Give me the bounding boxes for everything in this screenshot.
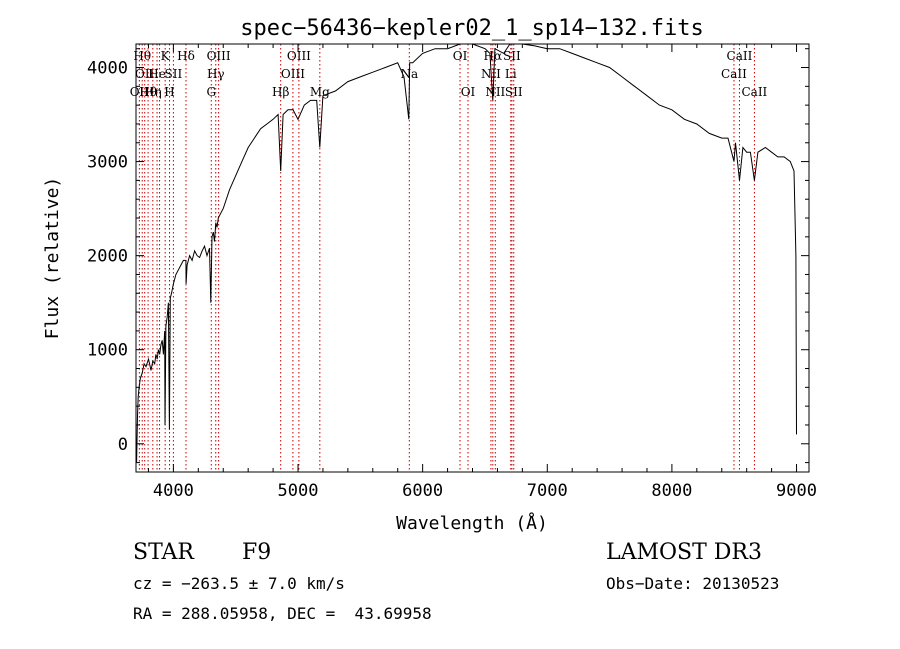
y-tick-label: 1000 bbox=[87, 341, 128, 361]
y-tick-label: 4000 bbox=[87, 59, 128, 79]
y-axis-label: Flux (relative) bbox=[42, 177, 63, 340]
marker-label: OI bbox=[461, 85, 476, 99]
marker-label: Hβ bbox=[272, 85, 289, 99]
marker-label: SII bbox=[505, 85, 523, 99]
survey-name: LAMOST DR3 bbox=[606, 540, 762, 565]
marker-label: Hθ bbox=[133, 49, 151, 63]
x-tick-label: 6000 bbox=[402, 481, 443, 501]
marker-label: OII bbox=[135, 67, 155, 81]
y-tick-label: 3000 bbox=[87, 153, 128, 173]
y-tick-label: 2000 bbox=[87, 247, 128, 267]
y-tick-label: 0 bbox=[118, 435, 128, 455]
line-markers: OIIHθOIIHθHηHeKHSIIHδGHγOIIIHβOIIIOIIIMg… bbox=[130, 44, 768, 472]
chart-title: spec−56436−kepler02_1_sp14−132.fits bbox=[240, 16, 704, 41]
x-axis-ticks: 4000 5000 6000 7000 8000 9000 bbox=[147, 44, 817, 501]
marker-label: Hα bbox=[484, 49, 503, 63]
marker-label: H bbox=[164, 85, 174, 99]
marker-label: NII bbox=[485, 85, 505, 99]
x-tick-label: 7000 bbox=[527, 481, 568, 501]
object-class: STAR bbox=[133, 540, 194, 565]
marker-label: OIII bbox=[281, 67, 305, 81]
marker-label: OIII bbox=[207, 49, 231, 63]
x-tick-label: 5000 bbox=[278, 481, 319, 501]
x-axis-label: Wavelength (Å) bbox=[396, 512, 548, 534]
marker-label: OI bbox=[453, 49, 468, 63]
marker-label: CaII bbox=[741, 85, 767, 99]
marker-label: CaII bbox=[727, 49, 753, 63]
marker-label: Hδ bbox=[177, 49, 195, 63]
plot-frame bbox=[135, 43, 810, 473]
redshift-cz: cz = −263.5 ± 7.0 km/s bbox=[133, 574, 345, 593]
marker-label: Hγ bbox=[207, 67, 225, 81]
x-tick-label: 4000 bbox=[153, 481, 194, 501]
spectrum-chart: spec−56436−kepler02_1_sp14−132.fits OIIH… bbox=[42, 16, 817, 534]
ra-dec: RA = 288.05958, DEC = 43.69958 bbox=[133, 604, 432, 623]
marker-label: Mg bbox=[310, 85, 330, 99]
marker-label: He bbox=[148, 67, 166, 81]
marker-label: K bbox=[161, 49, 171, 63]
obs-date: Obs−Date: 20130523 bbox=[606, 574, 780, 593]
marker-label: OIII bbox=[287, 49, 311, 63]
marker-label: SII bbox=[165, 67, 183, 81]
marker-label: Li bbox=[505, 67, 517, 81]
marker-label: SII bbox=[503, 49, 521, 63]
marker-label: CaII bbox=[721, 67, 747, 81]
subclass: F9 bbox=[242, 540, 272, 565]
marker-label: Hη bbox=[144, 85, 162, 99]
spectrum-line bbox=[136, 43, 797, 463]
x-tick-label: 8000 bbox=[651, 481, 692, 501]
y-axis-ticks: 0 1000 2000 3000 4000 bbox=[87, 48, 809, 464]
marker-label: G bbox=[206, 85, 216, 99]
x-tick-label: 9000 bbox=[776, 481, 817, 501]
